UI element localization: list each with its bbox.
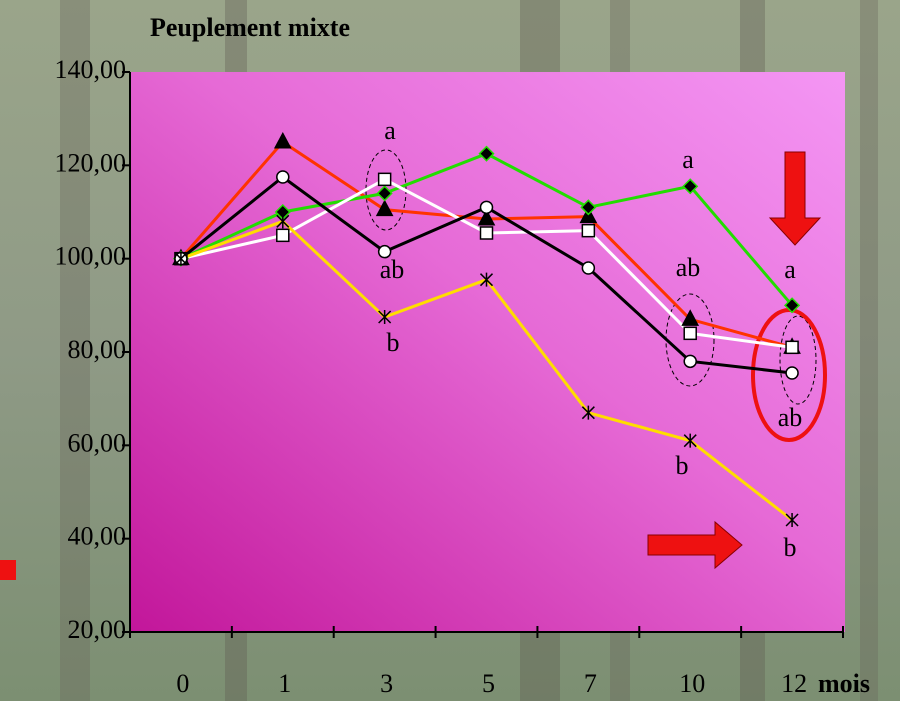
marker-circle [582, 262, 594, 274]
x-tick-label: 10 [679, 669, 705, 698]
chart: Peuplement mixte mois 20,00 40,00 60,00 80,… [0, 0, 900, 701]
marker-square [582, 225, 594, 237]
x-tick-label: 12 [781, 669, 807, 698]
x-axis-label: mois [818, 669, 870, 698]
marker-square [481, 227, 493, 239]
marker-square [786, 341, 798, 353]
y-tick-label: 40,00 [68, 522, 127, 551]
x-tick-label: 7 [584, 669, 597, 698]
marker-circle [786, 367, 798, 379]
y-tick-label: 140,00 [55, 55, 127, 84]
annotation: b [784, 533, 797, 562]
annotation: ab [778, 403, 803, 432]
marker-square [277, 229, 289, 241]
y-tick-label: 80,00 [68, 335, 127, 364]
annotation: b [676, 451, 689, 480]
annotation: ab [380, 255, 405, 284]
x-tick-label: 5 [482, 669, 495, 698]
marker-circle [481, 201, 493, 213]
y-tick-label: 120,00 [55, 148, 127, 177]
chart-title: Peuplement mixte [150, 13, 350, 42]
x-tick-label: 3 [380, 669, 393, 698]
y-tick-label: 20,00 [68, 615, 127, 644]
annotation: ab [676, 253, 701, 282]
marker-circle [684, 355, 696, 367]
annotation: a [384, 116, 396, 145]
annotation: a [682, 145, 694, 174]
x-tick-label: 0 [176, 669, 189, 698]
marker-circle [277, 171, 289, 183]
x-tick-label: 1 [278, 669, 291, 698]
y-tick-label: 100,00 [55, 242, 127, 271]
annotation: a [784, 255, 796, 284]
annotation: b [387, 328, 400, 357]
marker-square [379, 173, 391, 185]
red-square [0, 560, 16, 580]
y-tick-label: 60,00 [68, 428, 127, 457]
marker-square [684, 327, 696, 339]
